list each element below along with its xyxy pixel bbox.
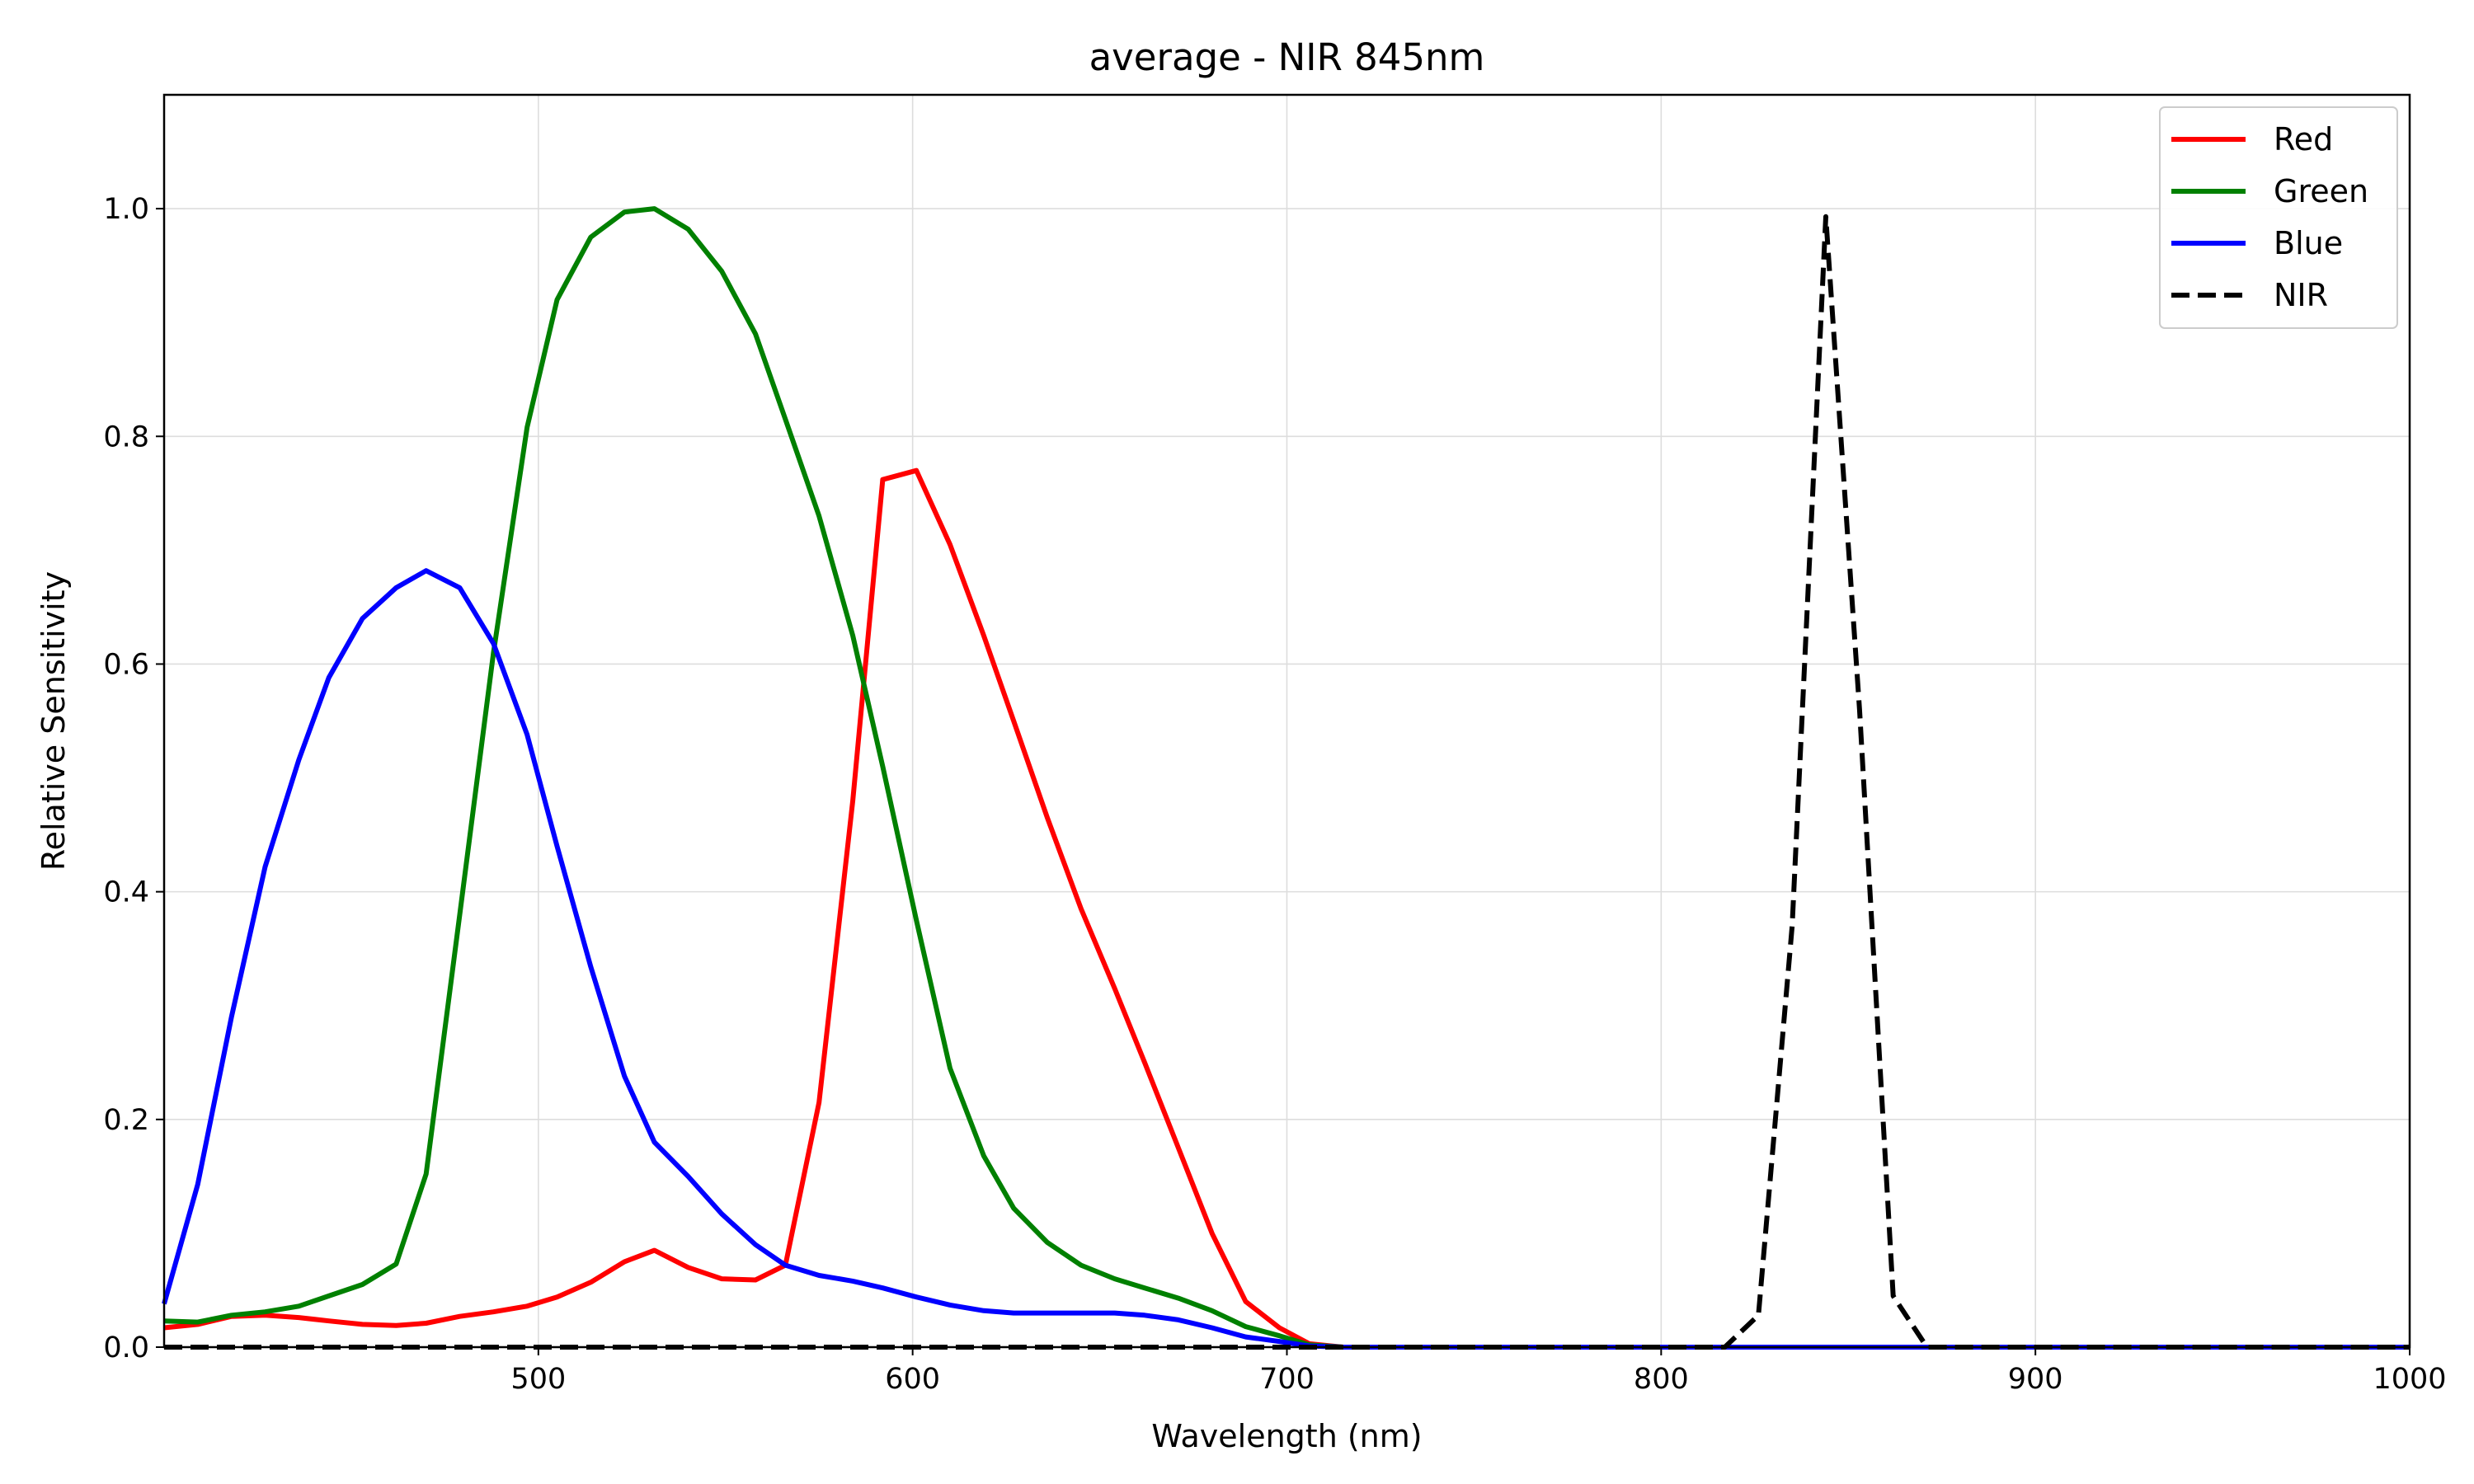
y-tick-label: 0.0 (103, 1331, 149, 1364)
y-tick-label: 0.6 (103, 648, 149, 681)
series-line-blue (162, 568, 2410, 1350)
y-tick-label: 0.2 (103, 1104, 149, 1137)
x-axis-title: Wavelength (nm) (1151, 1418, 1422, 1454)
x-tick-label: 1000 (2373, 1363, 2446, 1396)
legend-label-red: Red (2274, 121, 2333, 157)
chart-title: average - NIR 845nm (1089, 35, 1485, 79)
legend-label-green: Green (2274, 173, 2368, 209)
y-tick-label: 0.8 (103, 420, 149, 453)
legend: Red Green Blue NIR (2159, 106, 2398, 329)
x-tick-label: 500 (510, 1363, 566, 1396)
x-tick-label: 800 (1634, 1363, 1689, 1396)
x-tick-label: 600 (885, 1363, 940, 1396)
series-line-green (163, 206, 2410, 1350)
y-tick-label: 0.4 (103, 876, 149, 909)
legend-label-nir: NIR (2274, 277, 2328, 313)
x-tick-label: 900 (2008, 1363, 2063, 1396)
axis-ticks: 500 600 700 800 900 1000 0.0 0.2 0.4 0.6 0.8 1.0 (103, 193, 2446, 1396)
x-tick-label: 700 (1259, 1363, 1315, 1396)
y-axis-title: Relative Sensitivity (35, 571, 72, 871)
y-tick-label: 1.0 (103, 193, 149, 226)
legend-label-blue: Blue (2274, 225, 2343, 261)
legend-box (2159, 106, 2398, 329)
series-line-red (163, 467, 2410, 1350)
